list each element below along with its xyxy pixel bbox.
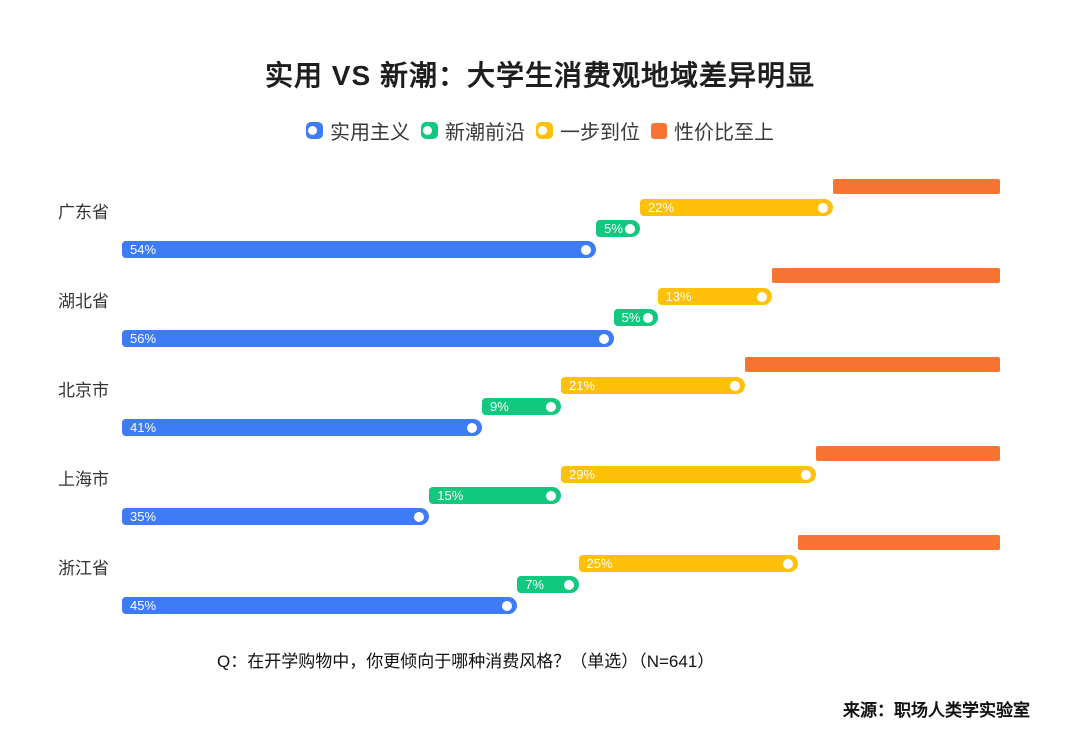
bar-value-label: 15% — [437, 488, 464, 503]
legend-item-0: 实用主义 — [306, 116, 410, 145]
bar-segment: 15% — [429, 487, 561, 504]
bar-segment — [815, 446, 1000, 461]
bar-value-label: 56% — [130, 331, 157, 346]
bar-segment: 54% — [122, 241, 597, 258]
bar-value-label: 45% — [130, 598, 157, 613]
bar-segment: 35% — [122, 508, 430, 525]
legend: 实用主义 新潮前沿 一步到位 性价比至上 — [0, 116, 1080, 145]
category-label-0: 广东省 — [58, 203, 109, 222]
legend-item-3: 性价比至上 — [651, 116, 774, 145]
source-credit: 来源：职场人类学实验室 — [843, 701, 1030, 720]
bar-end-dot — [800, 469, 811, 480]
bar-segment: 5% — [613, 309, 658, 326]
bar-value-label: 13% — [665, 289, 692, 304]
bar-segment: 21% — [561, 377, 746, 394]
bar-end-dot — [783, 558, 794, 569]
bar-value-label: 7% — [525, 577, 544, 592]
bar-end-dot — [545, 490, 556, 501]
bar-segment: 5% — [596, 220, 640, 237]
bar-end-dot — [730, 380, 741, 391]
category-label-1: 湖北省 — [58, 292, 109, 311]
bar-end-dot — [563, 579, 574, 590]
bar-end-dot — [756, 291, 767, 302]
legend-dot — [538, 126, 547, 135]
legend-label: 实用主义 — [330, 122, 410, 144]
pill-dot-icon — [421, 122, 438, 139]
bar-end-dot — [642, 312, 653, 323]
legend-dot — [308, 126, 317, 135]
bar-segment — [798, 535, 1000, 550]
bar-segment: 41% — [122, 419, 482, 436]
bar-segment: 7% — [517, 576, 579, 593]
bar-segment: 45% — [122, 597, 518, 614]
bar-value-label: 22% — [648, 200, 675, 215]
bar-segment: 9% — [481, 398, 561, 415]
bar-end-dot — [581, 244, 592, 255]
bar-segment — [771, 268, 1000, 283]
legend-label: 新潮前沿 — [445, 122, 525, 144]
bar-segment — [833, 179, 1000, 194]
bar-value-label: 21% — [569, 378, 596, 393]
bar-end-dot — [502, 600, 513, 611]
legend-item-1: 新潮前沿 — [421, 116, 525, 145]
bar-segment: 13% — [657, 288, 772, 305]
bar-segment: 56% — [122, 330, 614, 347]
legend-dot — [423, 126, 432, 135]
bar-end-dot — [414, 511, 425, 522]
bar-value-label: 29% — [569, 467, 596, 482]
category-label-3: 上海市 — [58, 470, 109, 489]
pill-dot-icon — [306, 122, 323, 139]
legend-item-2: 一步到位 — [536, 116, 640, 145]
bar-end-dot — [466, 422, 477, 433]
bar-segment: 29% — [561, 466, 816, 483]
bar-segment — [745, 357, 1000, 372]
category-label-2: 北京市 — [58, 381, 109, 400]
legend-label: 一步到位 — [560, 122, 640, 144]
page-title: 实用 VS 新潮：大学生消费观地域差异明显 — [265, 60, 815, 91]
bar-segment: 22% — [640, 199, 834, 216]
survey-question-footnote: Q：在开学购物中，你更倾向于哪种消费风格？（单选）（N=641） — [217, 652, 715, 671]
bar-value-label: 25% — [586, 556, 613, 571]
bar-value-label: 41% — [130, 420, 157, 435]
category-label-4: 浙江省 — [58, 559, 109, 578]
pill-dot-icon — [536, 122, 553, 139]
bar-segment: 25% — [578, 555, 799, 572]
bar-end-dot — [625, 223, 635, 234]
bar-end-dot — [598, 333, 609, 344]
bar-value-label: 5% — [621, 310, 641, 325]
bar-end-dot — [818, 202, 829, 213]
square-icon — [651, 122, 667, 139]
bar-end-dot — [545, 401, 556, 412]
legend-label: 性价比至上 — [674, 122, 774, 144]
bar-value-label: 5% — [604, 221, 623, 236]
bar-value-label: 54% — [130, 242, 157, 257]
bar-value-label: 35% — [130, 509, 157, 524]
bar-value-label: 9% — [489, 399, 509, 414]
